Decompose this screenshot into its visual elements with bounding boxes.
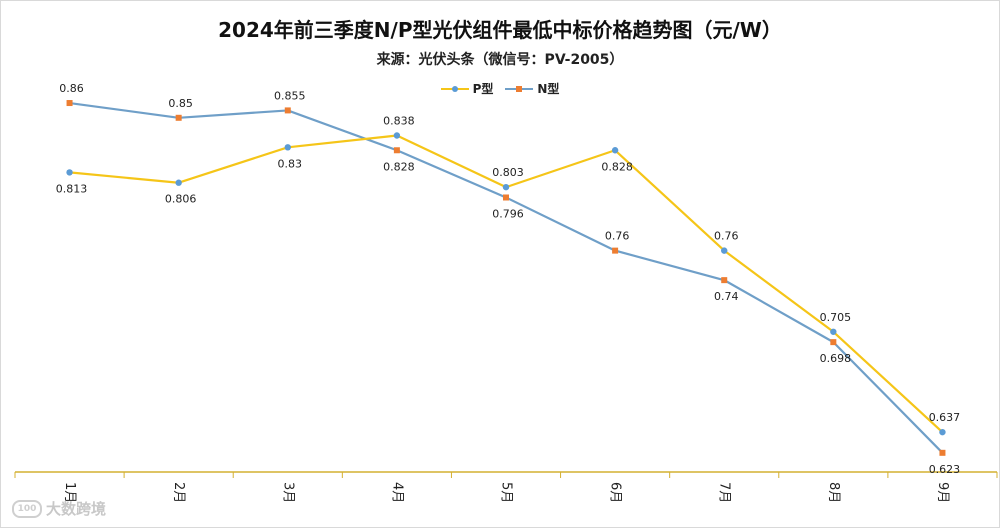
x-tick-label: 3月 bbox=[280, 482, 295, 503]
data-label-n: 0.796 bbox=[492, 207, 524, 220]
data-label-p: 0.813 bbox=[56, 182, 88, 195]
legend-label-n: N型 bbox=[537, 82, 560, 96]
marker-n bbox=[721, 277, 728, 284]
data-label-p: 0.803 bbox=[492, 166, 524, 179]
data-label-p: 0.705 bbox=[820, 311, 852, 324]
marker-n bbox=[393, 147, 400, 154]
data-label-p: 0.637 bbox=[929, 411, 961, 424]
data-label-n: 0.828 bbox=[383, 160, 415, 173]
data-label-p: 0.83 bbox=[278, 157, 303, 170]
data-label-p: 0.806 bbox=[165, 193, 197, 206]
x-tick-label: 1月 bbox=[62, 482, 77, 503]
marker-p bbox=[393, 132, 401, 139]
legend-swatch-n bbox=[505, 83, 534, 95]
legend-item-p: P型 bbox=[440, 80, 494, 97]
marker-n bbox=[830, 339, 837, 346]
x-tick-label: 8月 bbox=[826, 482, 841, 503]
data-label-p: 0.828 bbox=[601, 160, 633, 173]
data-label-n: 0.74 bbox=[714, 290, 739, 303]
marker-p bbox=[284, 144, 291, 151]
data-label-n: 0.86 bbox=[59, 82, 84, 95]
watermark-text: 大数跨境 bbox=[46, 500, 107, 518]
x-tick-label: 5月 bbox=[499, 482, 514, 503]
data-label-p: 0.838 bbox=[383, 115, 415, 128]
chart-legend: P型 N型 bbox=[0, 80, 1000, 97]
x-tick-label: 4月 bbox=[389, 482, 404, 503]
legend-label-p: P型 bbox=[472, 82, 494, 96]
watermark: 100 大数跨境 bbox=[12, 498, 106, 519]
marker-n bbox=[612, 247, 619, 254]
x-tick-label: 7月 bbox=[717, 482, 732, 503]
data-label-n: 0.85 bbox=[168, 97, 193, 110]
x-tick-label: 2月 bbox=[171, 482, 186, 503]
marker-p bbox=[502, 183, 510, 191]
marker-n bbox=[175, 114, 182, 121]
data-label-n: 0.623 bbox=[929, 463, 961, 476]
x-tick-label: 6月 bbox=[608, 482, 623, 503]
marker-n bbox=[939, 449, 946, 456]
series-line-p bbox=[69, 134, 944, 433]
data-label-n: 0.76 bbox=[605, 230, 630, 243]
marker-p bbox=[939, 428, 946, 436]
chart-title: 2024年前三季度N/P型光伏组件最低中标价格趋势图（元/W） bbox=[218, 18, 782, 42]
x-tick-label: 9月 bbox=[935, 482, 950, 503]
legend-swatch-p bbox=[440, 83, 469, 95]
marker-n bbox=[66, 100, 73, 107]
marker-p bbox=[66, 169, 73, 176]
data-label-n: 0.698 bbox=[820, 352, 852, 365]
marker-p bbox=[611, 147, 619, 154]
marker-p bbox=[175, 179, 182, 186]
watermark-logo-icon: 100 bbox=[12, 499, 42, 518]
data-label-n: 0.855 bbox=[274, 89, 306, 102]
marker-p bbox=[721, 247, 728, 254]
series-line-n bbox=[69, 101, 944, 454]
chart-subtitle: 来源：光伏头条（微信号：PV-2005） bbox=[376, 52, 624, 68]
data-label-p: 0.76 bbox=[714, 230, 739, 243]
marker-n bbox=[503, 194, 509, 201]
marker-p bbox=[830, 328, 837, 335]
marker-n bbox=[284, 107, 291, 114]
legend-item-n: N型 bbox=[505, 80, 559, 97]
